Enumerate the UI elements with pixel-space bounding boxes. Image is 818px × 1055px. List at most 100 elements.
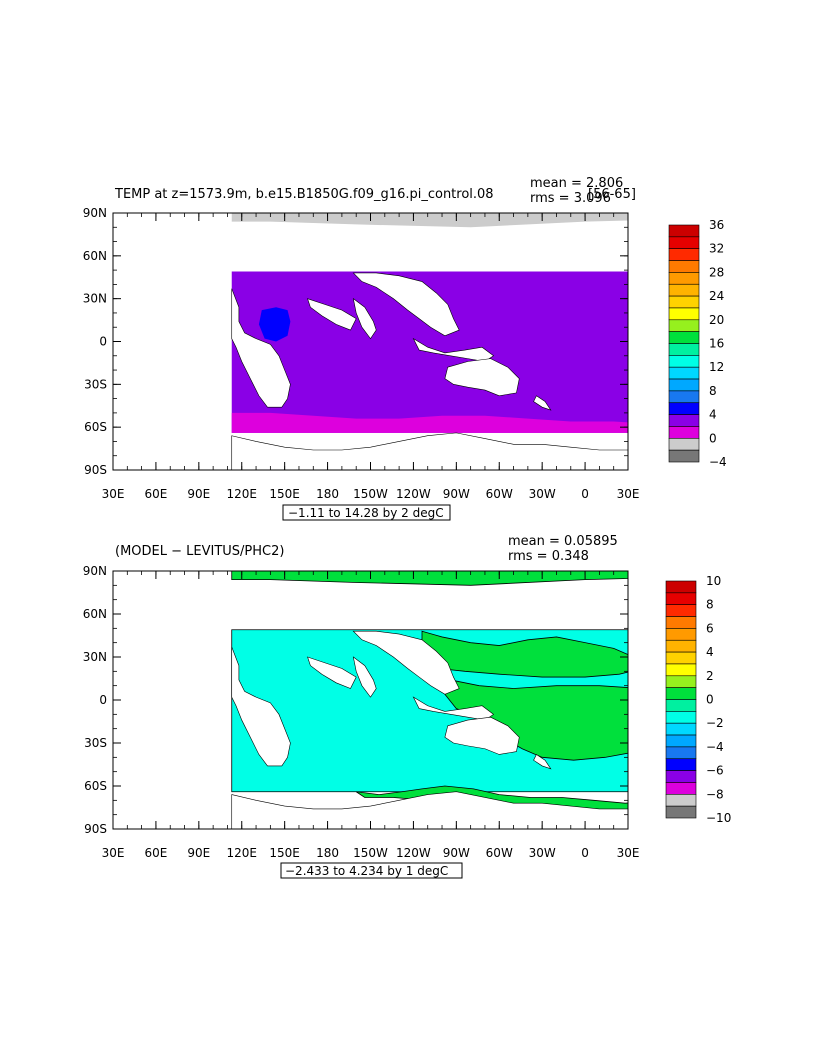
ocean-field-strong-positive-anomaly (754, 646, 817, 680)
lon-tick-label: 120W (396, 487, 431, 501)
colorbar-label: 36 (709, 218, 724, 232)
colorbar-swatch (665, 651, 697, 665)
colorbar-swatch (665, 604, 697, 617)
colorbar-label: 2 (706, 669, 714, 683)
rms-value: rms = 0.348 (508, 549, 589, 564)
colorbar-label: 6 (706, 621, 714, 635)
contour-range-box: −1.11 to 14.28 by 2 degC (282, 504, 451, 521)
lat-tick-label: 30S (84, 377, 107, 391)
lon-tick-label: 30E (102, 487, 125, 501)
colorbar-swatch (665, 782, 697, 795)
colorbar-swatch (668, 272, 700, 285)
lon-tick-label: 30W (529, 487, 556, 501)
colorbar-label: 28 (709, 265, 724, 279)
lat-tick-label: 60N (83, 607, 107, 621)
lon-tick-label: 150E (269, 846, 300, 860)
lat-tick-label: 90N (83, 564, 107, 578)
lat-tick-label: 60S (84, 420, 107, 434)
colorbar-swatch (665, 805, 697, 819)
map-plot (113, 571, 818, 829)
lon-tick-label: 150W (353, 487, 388, 501)
colorbar-swatch (665, 711, 697, 724)
colorbar-swatch (668, 343, 700, 356)
lon-tick-label: 150W (353, 846, 388, 860)
colorbar-swatch (668, 402, 700, 415)
lon-tick-label: 30E (617, 487, 640, 501)
colorbar-swatch (665, 770, 697, 783)
contour-range-label: −2.433 to 4.234 by 1 degC (285, 864, 448, 878)
lon-tick-label: 60W (486, 846, 513, 860)
lat-tick-label: 90N (83, 206, 107, 220)
lon-tick-label: 60E (144, 487, 167, 501)
colorbar-swatch (668, 437, 700, 451)
colorbar-swatch (668, 319, 700, 332)
lat-tick-label: 90S (84, 822, 107, 836)
colorbar: 10 8 6 4 2 0 −2 −4 −6 −8 −10 (665, 574, 731, 825)
colorbar-label: −8 (706, 787, 724, 801)
colorbar-swatch (665, 734, 697, 748)
map-axes: 90N 60N 30N 0 30S 60S 90S 30E 60E 90E 120E 150E 180 1… (83, 564, 640, 860)
colorbar-swatch (668, 414, 700, 427)
colorbar-label: −2 (706, 716, 724, 730)
map-plot (113, 213, 818, 470)
lon-tick-label: 150E (269, 487, 300, 501)
colorbar-swatch (668, 283, 700, 297)
rms-value: rms = 3.096 (530, 191, 611, 206)
ocean-field-southern-ocean (231, 412, 628, 433)
colorbar-swatch (665, 592, 697, 605)
colorbar-label: −4 (709, 455, 727, 469)
colorbar-swatch (665, 687, 697, 700)
colorbar-swatch (665, 663, 697, 677)
colorbar-label: 0 (706, 693, 714, 707)
lon-tick-label: 60W (486, 487, 513, 501)
lon-tick-label: 120E (227, 846, 258, 860)
colorbar-swatch (668, 378, 700, 392)
colorbar-swatch (668, 331, 700, 344)
colorbar-label: −4 (706, 740, 724, 754)
colorbar-label: 20 (709, 313, 724, 327)
colorbar-swatch (668, 224, 700, 238)
panel-title: TEMP at z=1573.9m, b.e15.B1850G.f09_g16.… (114, 187, 494, 202)
bottom-panel: (MODEL − LEVITUS/PHC2) mean = 0.05895 rm… (83, 534, 818, 879)
lat-tick-label: 60N (83, 249, 107, 263)
lon-tick-label: 30E (102, 846, 125, 860)
panel-title-tail: [56-65] (588, 187, 636, 202)
colorbar-label: 0 (709, 431, 717, 445)
lat-tick-label: 30N (83, 292, 107, 306)
lon-tick-label: 90E (187, 487, 210, 501)
colorbar-label: 8 (706, 598, 714, 612)
colorbar-swatch (668, 260, 700, 273)
land-mask (231, 630, 628, 829)
ocean-field-positive-anomaly (421, 630, 628, 678)
colorbar-label: 24 (709, 289, 724, 303)
colorbar-swatch (668, 390, 700, 404)
colorbar-swatch (668, 248, 700, 261)
colorbar-swatch (668, 295, 700, 309)
colorbar-label: 32 (709, 242, 724, 256)
colorbar-swatch (665, 699, 697, 712)
ocean-field-arabian-sea (258, 307, 291, 342)
ocean-field-north-atlantic (757, 253, 818, 359)
lon-tick-label: 120W (396, 846, 431, 860)
lat-tick-label: 90S (84, 463, 107, 477)
ocean-field-positive-anomaly (231, 571, 628, 586)
lon-tick-label: 90E (187, 846, 210, 860)
panel-title: (MODEL − LEVITUS/PHC2) (115, 544, 284, 559)
colorbar-label: 12 (709, 360, 724, 374)
ocean-field-deep-ocean (231, 271, 628, 433)
colorbar-swatch (668, 366, 700, 380)
mean-value: mean = 0.05895 (508, 534, 618, 549)
ocean-field-positive-anomaly (757, 686, 818, 783)
colorbar-label: 8 (709, 384, 717, 398)
lon-tick-label: 30W (529, 846, 556, 860)
colorbar-swatch (665, 675, 697, 688)
lon-tick-label: 60E (144, 846, 167, 860)
ocean-field-arctic (231, 213, 628, 228)
lon-tick-label: 180 (316, 846, 339, 860)
colorbar-swatch (668, 426, 700, 439)
colorbar-swatch (665, 722, 697, 736)
lon-tick-label: 180 (316, 487, 339, 501)
colorbar-label: 4 (706, 645, 714, 659)
colorbar-swatch (665, 616, 697, 629)
colorbar-swatch (665, 628, 697, 641)
